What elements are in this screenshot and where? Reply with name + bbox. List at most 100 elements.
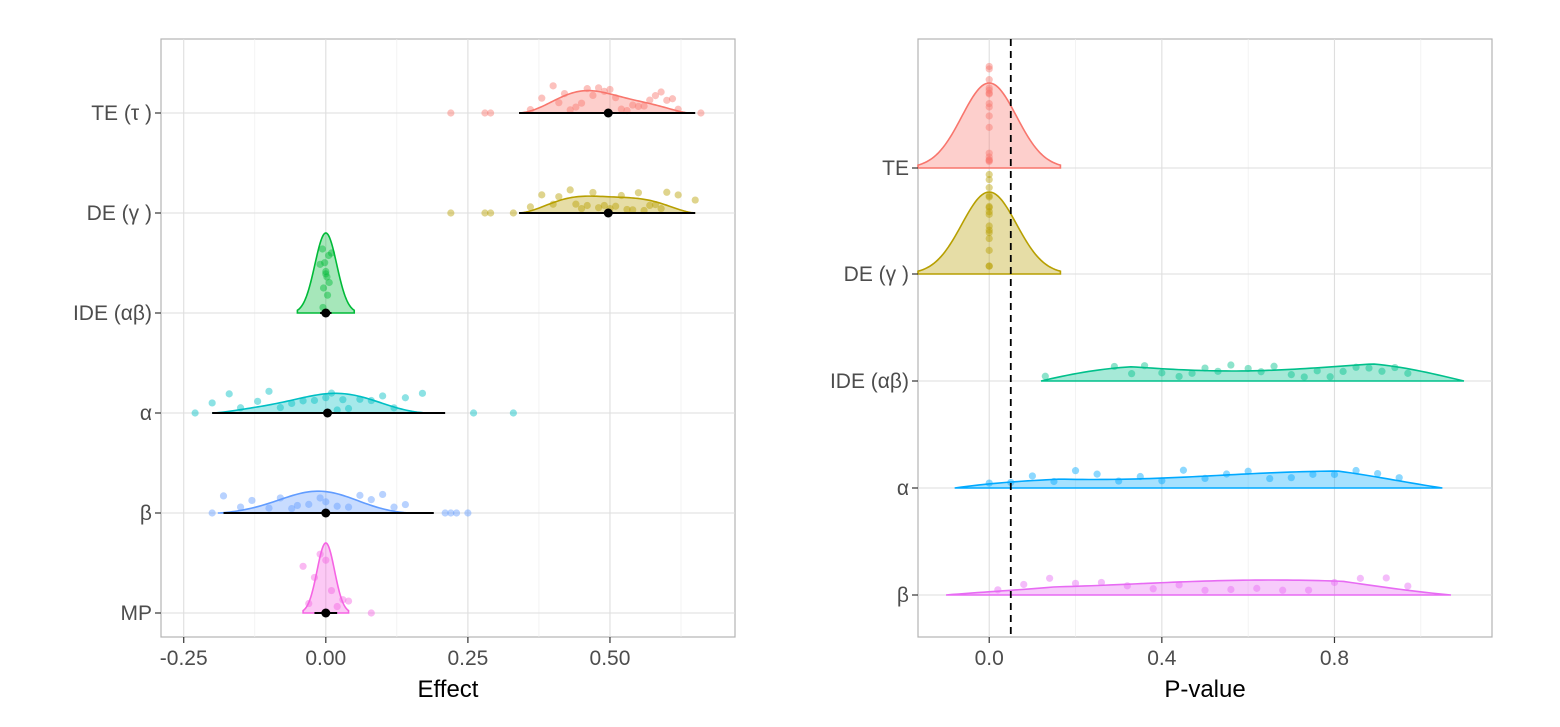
- pvalue-data-point: [985, 84, 993, 92]
- pvalue-data-point: [985, 156, 993, 165]
- effect-data-point: [265, 504, 273, 512]
- effect-data-point: [339, 596, 347, 604]
- pvalue-data-point: [985, 262, 993, 270]
- pvalue-data-point: [1339, 367, 1347, 376]
- pvalue-data-point: [1300, 373, 1308, 381]
- pvalue-data-point: [985, 76, 993, 84]
- pvalue-data-point: [1404, 582, 1412, 590]
- pvalue-x-tick-label: 0.8: [1320, 647, 1349, 670]
- pvalue-data-point: [1330, 578, 1339, 587]
- effect-density-cloud: [302, 542, 350, 614]
- effect-data-point: [697, 109, 705, 117]
- effect-data-point: [265, 387, 273, 395]
- effect-x-tick-label: 0.50: [590, 647, 631, 670]
- effect-data-point: [316, 494, 324, 502]
- effect-data-point: [333, 406, 341, 414]
- effect-data-point: [447, 109, 455, 117]
- effect-data-point: [418, 389, 427, 397]
- pvalue-data-point: [1188, 369, 1196, 377]
- pvalue-data-point: [985, 99, 993, 108]
- effect-data-point: [344, 404, 353, 413]
- effect-data-point: [322, 556, 330, 564]
- pvalue-data-point: [1227, 585, 1235, 594]
- effect-data-point: [441, 509, 449, 517]
- effect-data-point: [276, 494, 284, 502]
- pvalue-data-point: [1110, 362, 1118, 371]
- effect-density-cloud: [217, 490, 412, 514]
- pvalue-data-point: [1179, 466, 1188, 474]
- effect-data-point: [595, 84, 603, 92]
- pvalue-data-point: [1326, 373, 1334, 381]
- effect-plot-area: [160, 38, 736, 638]
- effect-data-point: [333, 502, 341, 510]
- pvalue-y-tick-label: IDE (αβ): [830, 370, 909, 393]
- effect-data-point: [305, 500, 313, 508]
- effect-data-point: [572, 103, 580, 111]
- effect-data-point: [464, 509, 472, 517]
- effect-data-point: [526, 106, 535, 114]
- effect-data-point: [509, 209, 517, 217]
- effect-data-point: [634, 102, 642, 111]
- pvalue-data-point: [1128, 370, 1136, 378]
- effect-data-point: [583, 201, 591, 210]
- effect-y-axis: TE (τ ) DE (γ ) IDE (αβ) α β MP: [73, 102, 161, 625]
- pvalue-data-point: [1266, 474, 1274, 483]
- pvalue-data-point: [1175, 372, 1183, 381]
- pvalue-data-point: [1244, 364, 1252, 373]
- effect-data-point: [646, 96, 654, 104]
- effect-density-cloud: [518, 89, 690, 114]
- pvalue-data-point: [1365, 364, 1373, 372]
- effect-data-point: [333, 602, 341, 611]
- pvalue-data-point: [1391, 363, 1399, 372]
- pvalue-data-point: [985, 89, 993, 97]
- effect-data-point: [623, 205, 631, 214]
- effect-panel: TE (τ ) DE (γ ) IDE (αβ) α β MP -0.25 0.00 0.25…: [73, 38, 736, 703]
- pvalue-x-axis: 0.0 0.4 0.8: [975, 637, 1349, 670]
- effect-data-point: [629, 101, 637, 109]
- effect-data-point: [310, 396, 319, 405]
- effect-data-point: [526, 203, 535, 211]
- effect-data-point: [481, 109, 489, 117]
- pvalue-data-point: [1253, 584, 1261, 592]
- effect-data-point: [589, 188, 597, 197]
- effect-data-point: [322, 270, 330, 278]
- effect-data-point: [208, 399, 216, 407]
- effect-data-point: [651, 201, 660, 209]
- pvalue-data-point: [985, 262, 993, 270]
- effect-interval-point: [321, 608, 331, 618]
- effect-data-point: [327, 249, 336, 257]
- effect-data-point: [321, 259, 329, 267]
- pvalue-y-tick-label: α: [897, 477, 909, 500]
- effect-data-point: [538, 94, 546, 102]
- effect-data-point: [379, 392, 387, 400]
- pvalue-data-point: [985, 222, 993, 230]
- pvalue-data-point: [1093, 470, 1101, 478]
- effect-data-point: [452, 509, 461, 517]
- effect-data-point: [555, 99, 563, 107]
- effect-data-point: [299, 397, 307, 405]
- effect-data-point: [276, 403, 284, 412]
- effect-density-cloud: [518, 195, 696, 214]
- effect-data-point: [668, 95, 677, 103]
- pvalue-data-point: [1028, 472, 1036, 480]
- pvalue-y-tick-label: TE: [882, 157, 909, 180]
- effect-data-point: [589, 91, 597, 99]
- pvalue-data-point: [1352, 466, 1360, 475]
- effect-data-point: [219, 492, 228, 500]
- pvalue-data-point: [985, 246, 993, 254]
- effect-x-axis-title: Effect: [418, 676, 479, 703]
- pvalue-data-point: [1201, 364, 1209, 372]
- effect-data-point: [356, 395, 364, 403]
- pvalue-data-point: [1374, 470, 1382, 478]
- effect-density-cloud: [296, 232, 356, 314]
- effect-y-tick-label: IDE (αβ): [73, 302, 152, 325]
- effect-interval-point: [321, 508, 331, 518]
- effect-interval-point: [323, 408, 333, 418]
- effect-data-point: [401, 500, 409, 509]
- effect-data-point: [208, 509, 216, 517]
- pvalue-data-point: [1046, 574, 1054, 582]
- effect-data-point: [651, 92, 660, 100]
- effect-data-point: [646, 201, 654, 210]
- effect-data-point: [310, 573, 319, 582]
- effect-data-point: [555, 193, 563, 201]
